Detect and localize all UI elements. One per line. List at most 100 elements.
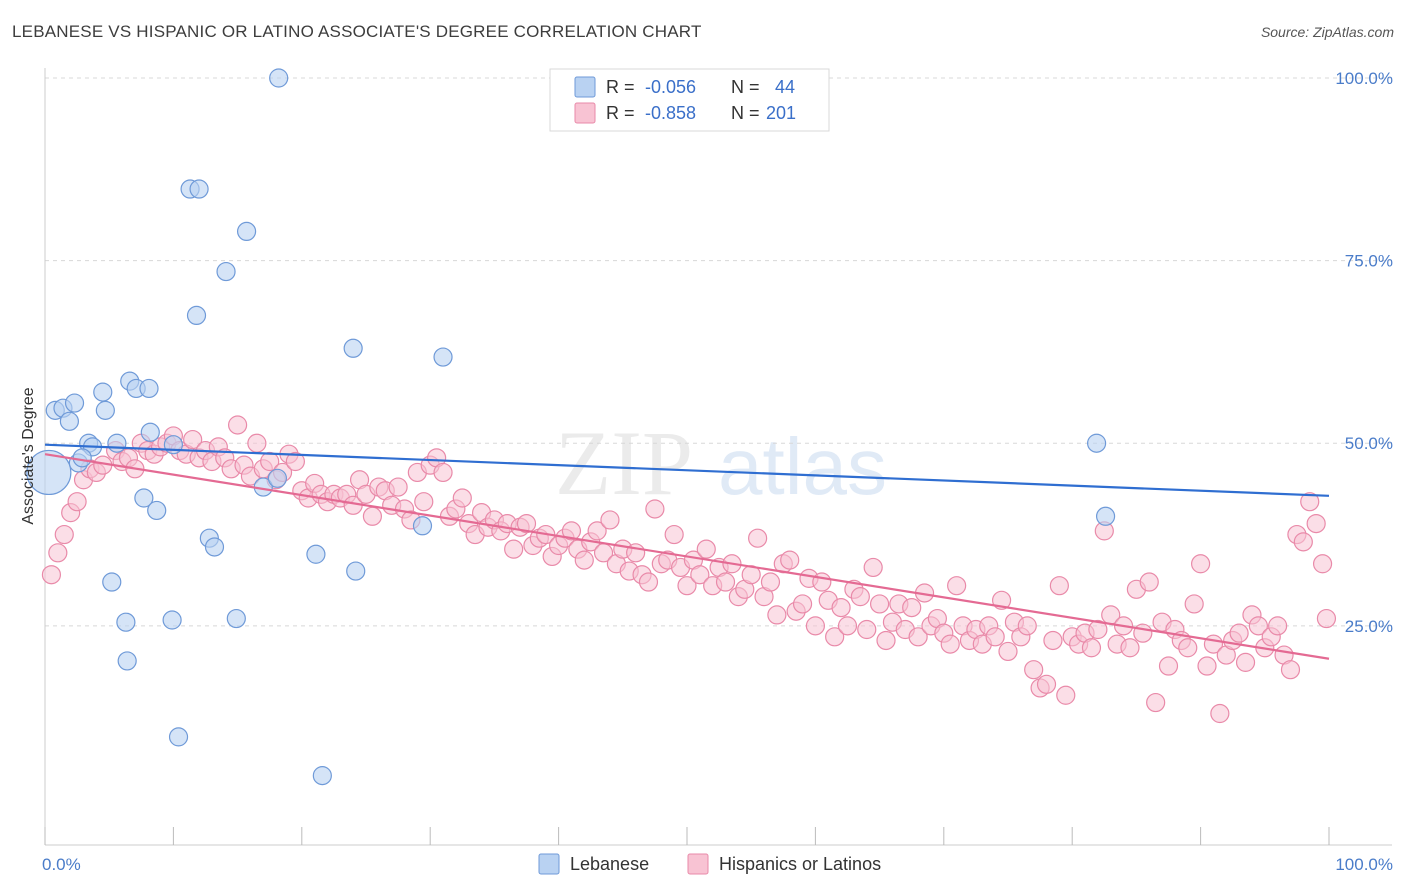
watermark-atlas: atlas xyxy=(718,422,887,511)
series-lebanese-points xyxy=(26,68,1116,786)
point-hispanics xyxy=(1120,638,1140,658)
point-lebanese xyxy=(312,766,332,786)
point-hispanics xyxy=(1139,572,1159,592)
point-lebanese xyxy=(346,561,366,581)
point-lebanese xyxy=(102,572,122,592)
point-hispanics xyxy=(902,597,922,618)
point-lebanese xyxy=(236,221,257,241)
point-hispanics xyxy=(748,528,768,548)
source-label: Source: ZipAtlas.com xyxy=(1260,24,1394,40)
y-tick-label: 100.0% xyxy=(1335,69,1393,88)
point-hispanics xyxy=(504,539,524,559)
point-hispanics xyxy=(1133,623,1153,643)
point-hispanics xyxy=(863,557,883,578)
legend-r-label-1: R = xyxy=(606,77,635,97)
point-hispanics xyxy=(1280,660,1301,680)
point-hispanics xyxy=(690,565,710,585)
point-lebanese xyxy=(116,612,136,632)
point-hispanics xyxy=(1235,652,1256,672)
point-lebanese xyxy=(59,411,79,431)
point-lebanese xyxy=(139,378,159,399)
point-hispanics xyxy=(715,572,736,592)
point-hispanics xyxy=(1056,685,1076,705)
legend-n-label-2: N = xyxy=(731,103,760,123)
point-lebanese xyxy=(168,727,189,747)
point-hispanics xyxy=(831,597,851,618)
point-lebanese xyxy=(93,382,113,402)
point-hispanics xyxy=(561,521,582,541)
trend-line-hispanics xyxy=(44,453,1330,660)
y-axis-label: Associate's Degree xyxy=(20,387,37,524)
trend-lines xyxy=(44,443,1330,660)
point-hispanics xyxy=(780,550,800,570)
point-hispanics xyxy=(812,572,832,592)
point-lebanese xyxy=(134,488,154,508)
point-lebanese xyxy=(186,305,207,326)
point-hispanics xyxy=(857,619,877,640)
point-hispanics xyxy=(1024,660,1044,680)
point-hispanics xyxy=(1178,638,1198,658)
point-lebanese xyxy=(216,261,236,282)
legend-n-value-2: 201 xyxy=(766,103,796,123)
point-hispanics xyxy=(1197,656,1217,676)
point-hispanics xyxy=(414,492,434,512)
point-lebanese xyxy=(269,68,289,88)
point-hispanics xyxy=(825,627,845,647)
point-hispanics xyxy=(908,627,928,647)
point-hispanics xyxy=(1316,608,1337,629)
point-hispanics xyxy=(1306,513,1326,534)
point-hispanics xyxy=(837,616,858,636)
point-hispanics xyxy=(48,543,68,563)
bottom-legend-label-hispanics: Hispanics or Latinos xyxy=(719,854,881,874)
watermark-zip: ZIP xyxy=(555,412,693,514)
point-hispanics xyxy=(1248,616,1268,636)
point-hispanics xyxy=(452,488,472,508)
point-lebanese xyxy=(306,544,326,564)
point-hispanics xyxy=(850,587,870,607)
point-hispanics xyxy=(1293,532,1313,552)
point-lebanese xyxy=(140,422,160,442)
point-lebanese xyxy=(72,448,92,468)
point-hispanics xyxy=(677,576,697,596)
point-lebanese xyxy=(433,347,453,367)
x-tick-label-max: 100.0% xyxy=(1335,855,1393,874)
y-tick-label: 25.0% xyxy=(1345,617,1393,636)
point-lebanese xyxy=(64,393,85,413)
stats-legend-box xyxy=(549,68,830,132)
point-lebanese xyxy=(162,610,182,630)
point-hispanics xyxy=(54,524,74,545)
point-hispanics xyxy=(362,506,383,526)
legend-r-value-2: -0.858 xyxy=(645,103,696,123)
point-hispanics xyxy=(876,630,896,651)
point-lebanese xyxy=(412,516,433,536)
watermark: ZIP atlas xyxy=(555,412,887,514)
legend-r-label-2: R = xyxy=(606,103,635,123)
series-legend: Lebanese Hispanics or Latinos xyxy=(538,853,881,875)
point-lebanese xyxy=(147,500,167,521)
point-hispanics xyxy=(1268,616,1288,636)
point-hispanics xyxy=(1043,630,1063,651)
point-lebanese xyxy=(226,608,246,629)
point-hispanics xyxy=(696,539,716,559)
point-hispanics xyxy=(805,616,826,636)
series-hispanics-points xyxy=(41,415,1337,724)
point-hispanics xyxy=(183,429,203,450)
point-lebanese xyxy=(1095,506,1116,526)
point-lebanese xyxy=(1086,433,1107,453)
point-hispanics xyxy=(433,462,453,483)
point-hispanics xyxy=(228,415,248,435)
point-hispanics xyxy=(1146,692,1166,713)
point-hispanics xyxy=(574,550,594,570)
bottom-legend-swatch-lebanese xyxy=(538,853,560,875)
x-tick-label-min: 0.0% xyxy=(42,855,81,874)
point-hispanics xyxy=(638,572,659,592)
point-hispanics xyxy=(516,513,537,534)
point-hispanics xyxy=(1184,594,1204,614)
point-lebanese xyxy=(189,179,209,199)
y-tick-label: 75.0% xyxy=(1345,252,1393,271)
point-hispanics xyxy=(869,594,890,614)
point-hispanics xyxy=(1158,656,1179,676)
point-hispanics xyxy=(1088,619,1108,640)
point-lebanese xyxy=(26,449,72,496)
point-hispanics xyxy=(1312,554,1333,574)
